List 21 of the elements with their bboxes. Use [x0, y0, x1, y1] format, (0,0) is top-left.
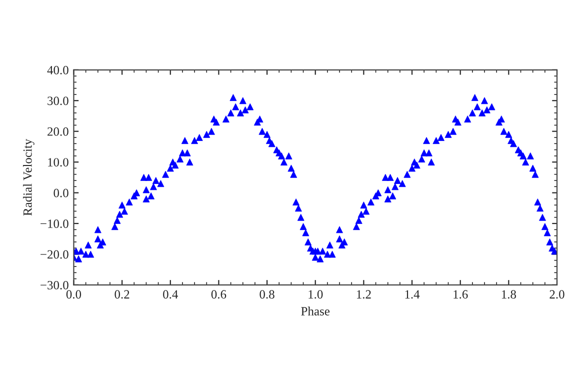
y-tick-label: 10.0 — [48, 158, 68, 167]
x-tick-label: 2.0 — [550, 290, 564, 299]
x-tick-label: 1.0 — [308, 290, 323, 299]
x-tick-label: 0.6 — [211, 290, 226, 299]
x-tick-label: 1.6 — [454, 290, 468, 299]
x-tick-label: 0.8 — [260, 290, 274, 299]
x-tick-label: 0.2 — [114, 290, 130, 299]
x-axis-title: Phase — [301, 306, 330, 316]
y-tick-label: 40.0 — [47, 66, 68, 74]
y-axis-title: Radial Velocity — [23, 138, 34, 216]
x-tick-label: 1.2 — [356, 290, 371, 299]
x-tick-label: 1.4 — [405, 290, 420, 299]
y-tick-label: 30.0 — [48, 96, 68, 106]
x-tick-label: 0.4 — [163, 290, 178, 299]
y-tick-label: −20.0 — [40, 250, 68, 259]
x-tick-label: 1.8 — [502, 290, 516, 299]
x-tick-label: 0.0 — [66, 290, 82, 299]
y-tick-label: −10.0 — [40, 220, 68, 228]
y-tick-label: 0.0 — [54, 188, 68, 198]
y-tick-label: 20.0 — [48, 127, 68, 136]
y-tick-label: −30.0 — [40, 280, 68, 290]
